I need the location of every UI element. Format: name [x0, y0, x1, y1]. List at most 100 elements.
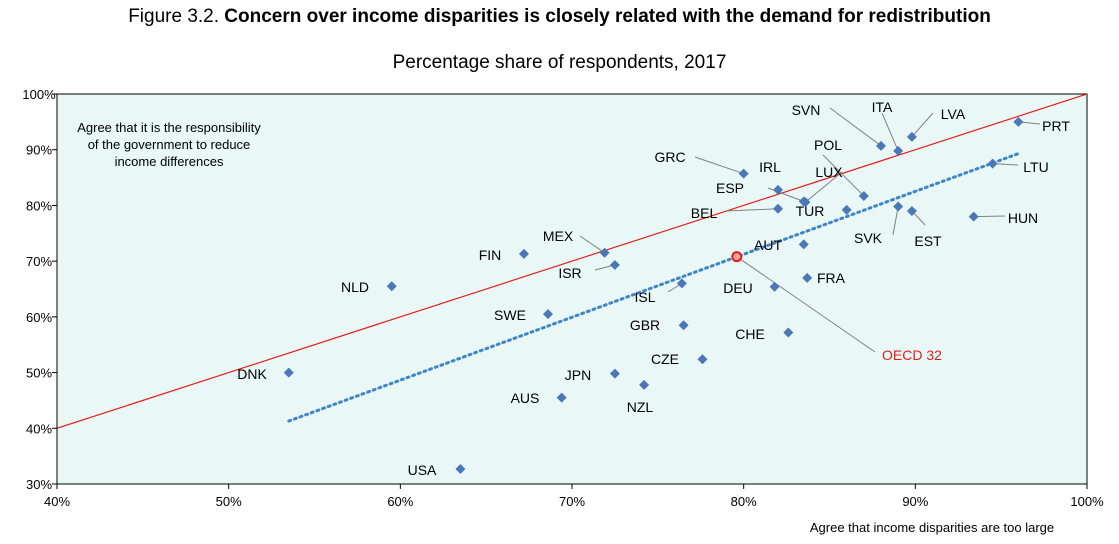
point-label-nld: NLD — [341, 279, 369, 295]
x-tick-label: 60% — [387, 494, 413, 509]
data-point-cze — [697, 354, 708, 365]
plot-area — [56, 93, 1088, 485]
x-axis-label: Agree that income disparities are too la… — [810, 520, 1054, 535]
point-label-jpn: JPN — [565, 367, 591, 383]
data-point-prt — [1013, 116, 1024, 127]
point-label-lux: LUX — [815, 164, 843, 180]
reference-line — [57, 94, 1087, 429]
title-main: Concern over income disparities is close… — [224, 6, 991, 27]
point-label-prt: PRT — [1042, 118, 1070, 134]
point-label-aut: AUT — [754, 237, 782, 253]
leader-line — [736, 256, 876, 353]
point-label-isl: ISL — [634, 289, 655, 305]
leader-line — [725, 208, 779, 212]
data-point-ltu — [987, 158, 998, 169]
chart-title: Figure 3.2. Concern over income disparit… — [0, 6, 1119, 28]
data-point-bel — [773, 203, 783, 214]
data-point-tur — [841, 204, 852, 215]
point-label-lva: LVA — [941, 106, 966, 122]
point-label-gbr: GBR — [630, 317, 660, 333]
leader-line — [805, 171, 843, 203]
x-tick-label: 50% — [216, 494, 242, 509]
data-point-usa — [455, 463, 466, 474]
data-point-svn — [876, 140, 886, 151]
point-label-pol: POL — [814, 137, 842, 153]
point-label-fin: FIN — [479, 247, 502, 263]
data-point-aus — [556, 392, 567, 403]
point-label-fra: FRA — [817, 270, 846, 286]
point-label-svk: SVK — [854, 230, 883, 246]
highlight-point-oecd — [731, 251, 743, 263]
point-label-isr: ISR — [558, 265, 581, 281]
data-point-fin — [518, 248, 529, 259]
data-point-ita — [893, 145, 904, 156]
point-label-irl: IRL — [759, 159, 781, 175]
point-label-bel: BEL — [691, 205, 718, 221]
leader-line — [829, 107, 882, 147]
y-tick-label: 70% — [26, 254, 52, 269]
figure-number: Figure 3.2. — [128, 6, 220, 27]
y-axis-label: income differences — [115, 154, 224, 169]
point-label-nzl: NZL — [627, 399, 654, 415]
point-label-est: EST — [914, 233, 942, 249]
point-label-dnk: DNK — [237, 366, 267, 382]
point-label-hun: HUN — [1008, 210, 1038, 226]
y-tick-label: 60% — [26, 310, 52, 325]
x-tick-label: 40% — [44, 494, 70, 509]
data-point-lux — [800, 197, 811, 208]
point-label-tur: TUR — [796, 203, 825, 219]
leader-line — [694, 156, 744, 175]
chart-subtitle: Percentage share of respondents, 2017 — [392, 52, 727, 73]
leader-line — [579, 235, 605, 254]
data-point-isr — [609, 260, 620, 271]
data-point-mex — [599, 247, 610, 258]
y-tick-label: 90% — [26, 143, 52, 158]
leader-line — [822, 154, 865, 197]
x-tick-label: 90% — [902, 494, 928, 509]
x-tick-label: 80% — [731, 494, 757, 509]
data-point-est — [906, 206, 917, 216]
data-point-isl — [676, 278, 687, 289]
data-point-irl — [773, 184, 783, 195]
point-label-svn: SVN — [792, 102, 821, 118]
point-label-aus: AUS — [511, 390, 540, 406]
data-point-dnk — [283, 367, 294, 378]
data-point-deu — [769, 281, 780, 292]
x-tick-label: 100% — [1070, 494, 1104, 509]
point-label-grc: GRC — [654, 149, 685, 165]
point-label-ltu: LTU — [1023, 159, 1048, 175]
trend-line — [287, 152, 1020, 423]
point-label-mex: MEX — [543, 228, 574, 244]
data-point-jpn — [609, 368, 620, 379]
y-tick-label: 40% — [26, 421, 52, 436]
point-label-deu: DEU — [723, 280, 753, 296]
data-point-swe — [542, 309, 553, 320]
y-axis-label: Agree that it is the responsibility — [77, 120, 261, 135]
leader-line — [973, 215, 1006, 218]
data-point-gbr — [678, 320, 689, 331]
point-label-usa: USA — [408, 462, 437, 478]
data-point-grc — [738, 168, 749, 179]
leader-line — [892, 206, 899, 236]
x-tick-label: 70% — [559, 494, 585, 509]
y-axis-label: of the government to reduce — [88, 137, 251, 152]
y-tick-label: 50% — [26, 366, 52, 381]
data-point-nld — [386, 281, 397, 292]
point-label-ita: ITA — [872, 99, 893, 115]
point-label-oecd-32: OECD 32 — [882, 347, 942, 363]
data-point-pol — [858, 190, 869, 201]
data-point-che — [783, 327, 794, 338]
data-point-hun — [968, 211, 979, 222]
y-tick-label: 80% — [26, 198, 52, 213]
data-point-fra — [802, 272, 813, 283]
data-point-nzl — [639, 379, 650, 390]
point-label-cze: CZE — [651, 351, 679, 367]
y-tick-label: 30% — [26, 477, 52, 492]
point-label-che: CHE — [735, 326, 765, 342]
y-tick-label: 100% — [22, 87, 56, 102]
data-point-lva — [906, 131, 917, 142]
point-label-swe: SWE — [494, 307, 526, 323]
data-point-svk — [893, 201, 904, 212]
leader-line — [911, 112, 934, 138]
